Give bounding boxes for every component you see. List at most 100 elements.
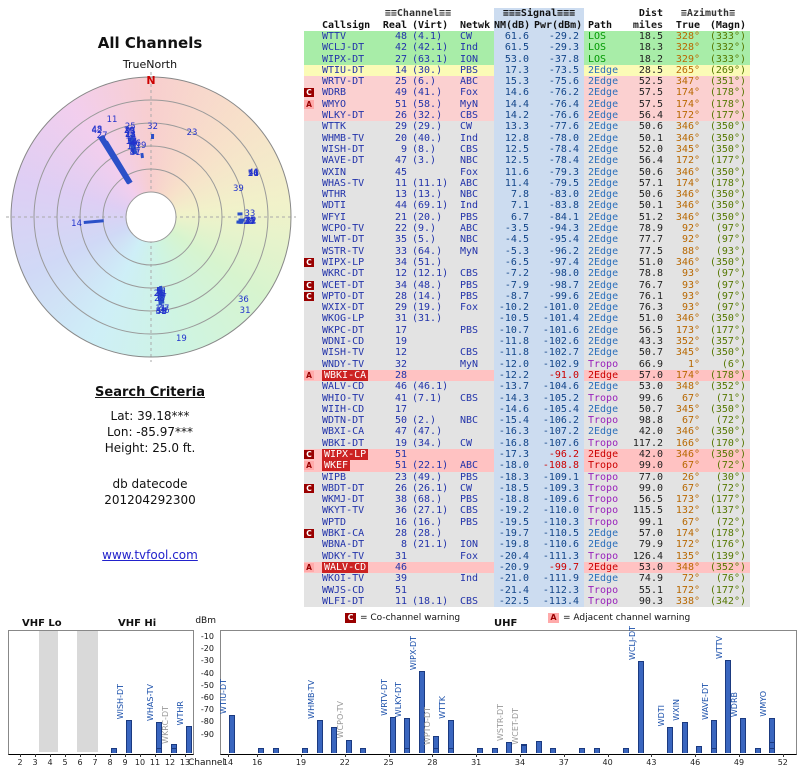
network-cell: PBS xyxy=(460,494,479,506)
callsign-cell[interactable]: WKYT-TV xyxy=(322,505,365,517)
callsign-cell[interactable]: WPTD xyxy=(322,516,347,528)
callsign-cell[interactable]: WHIO-TV xyxy=(322,392,365,404)
magnetic-azimuth-cell: (350°) xyxy=(709,143,746,155)
callsign-cell[interactable]: WIPX-LP xyxy=(322,448,369,460)
callsign-cell[interactable]: WDKY-TV xyxy=(322,550,365,562)
callsign-cell[interactable]: WAVE-DT xyxy=(322,155,365,167)
magnetic-azimuth-cell: (72°) xyxy=(715,460,746,472)
callsign-cell[interactable]: WCLJ-DT xyxy=(322,42,365,54)
radar-channel-label: 51 xyxy=(156,287,167,298)
pwr-dbm-cell: -76.6 xyxy=(534,110,584,122)
callsign-cell[interactable]: WTHR xyxy=(322,189,347,201)
callsign-cell[interactable]: WBKI-CA xyxy=(322,528,365,540)
channel-tick-label: 10 xyxy=(134,758,146,767)
dbm-axis: -10 -20 -30 -40 -50 -60 -70 -80 -90 xyxy=(188,630,216,753)
callsign-cell[interactable]: WIPX-DT xyxy=(322,53,365,65)
tvfool-link[interactable]: www.tvfool.com xyxy=(102,548,198,562)
callsign-cell[interactable]: WDRB xyxy=(322,87,347,99)
magnetic-azimuth-cell: (76°) xyxy=(715,573,746,585)
true-azimuth-cell: 67° xyxy=(681,415,700,427)
warning-marker-cell xyxy=(304,65,320,76)
path-cell: LOS xyxy=(588,31,607,42)
network-cell: CBS xyxy=(460,347,479,359)
virtual-channel-cell: (4.1) xyxy=(412,31,443,42)
spectrum-bar xyxy=(433,735,440,753)
callsign-cell[interactable]: WKEF xyxy=(322,460,351,472)
callsign-cell[interactable]: WISH-DT xyxy=(322,143,365,155)
callsign-cell[interactable]: WCET-DT xyxy=(322,279,365,291)
callsign-cell[interactable]: WKMJ-DT xyxy=(322,494,365,506)
magnetic-azimuth-cell: (139°) xyxy=(709,550,746,562)
pwr-dbm-cell: -96.2 xyxy=(534,245,584,257)
callsign-cell[interactable]: WBKI-DT xyxy=(322,437,365,449)
callsign-cell[interactable]: WIPX-LP xyxy=(322,256,365,268)
callsign-cell[interactable]: WFYI xyxy=(322,211,347,223)
callsign-cell[interactable]: WLKY-DT xyxy=(322,110,365,122)
callsign-cell[interactable]: WKRC-DT xyxy=(322,268,365,280)
callsign-cell[interactable]: WBNA-DT xyxy=(322,539,365,551)
callsign-cell[interactable]: WIPB xyxy=(322,471,347,483)
magnetic-azimuth-cell: (178°) xyxy=(709,87,746,99)
table-row: WTHR 13 (13.) NBC 7.8 -83.0 2Edge 50.6 346° (350°… xyxy=(304,189,750,201)
virtual-channel-cell: (64.) xyxy=(412,245,443,257)
pwr-dbm-cell: -84.1 xyxy=(534,211,584,224)
table-row: WXIX-DT 29 (19.) Fox -10.2 -101.0 2Edge 76.3 93°… xyxy=(304,302,750,314)
callsign-cell[interactable]: WHAS-TV xyxy=(322,177,365,189)
magnetic-azimuth-cell: (72°) xyxy=(715,415,746,427)
callsign-cell[interactable]: WHMB-TV xyxy=(322,132,365,144)
pwr-dbm-cell: -99.6 xyxy=(534,290,584,303)
callsign-cell[interactable]: WDTI xyxy=(322,200,347,212)
spectrum-bar xyxy=(156,748,162,753)
magnetic-azimuth-cell: (97°) xyxy=(715,234,746,246)
station-label: WMYO xyxy=(759,691,769,717)
callsign-cell[interactable]: WLFI-DT xyxy=(322,595,365,607)
callsign-cell[interactable]: WKOG-LP xyxy=(322,313,365,325)
callsign-cell[interactable]: WWJS-CD xyxy=(322,584,365,596)
path-cell: 2Edge xyxy=(588,448,619,460)
magnetic-azimuth-cell: (351°) xyxy=(709,76,746,88)
callsign-cell[interactable]: WDNI-CD xyxy=(322,336,365,348)
callsign-cell[interactable]: WBXI-CA xyxy=(322,426,365,438)
callsign-cell[interactable]: WIIH-CD xyxy=(322,403,365,415)
callsign-cell[interactable]: WBDT-DT xyxy=(322,482,365,494)
callsign-cell[interactable]: WNDY-TV xyxy=(322,358,365,370)
callsign-cell[interactable]: WCPO-TV xyxy=(322,223,365,235)
virtual-channel-cell: (18.1) xyxy=(412,595,449,607)
callsign-cell[interactable]: WLWT-DT xyxy=(322,234,365,246)
callsign-cell[interactable]: WMYO xyxy=(322,98,347,110)
real-channel-cell: 29 xyxy=(394,121,407,133)
callsign-cell[interactable]: WKPC-DT xyxy=(322,324,365,336)
callsign-cell[interactable]: WPTO-DT xyxy=(322,290,365,302)
warning-marker-cell xyxy=(304,200,320,211)
callsign-cell[interactable]: WBKI-CA xyxy=(322,369,369,381)
callsign-cell[interactable]: WSTR-TV xyxy=(322,245,365,257)
callsign-cell[interactable]: WISH-TV xyxy=(322,347,365,359)
path-cell: 2Edge xyxy=(588,324,619,336)
callsign-cell[interactable]: WKOI-TV xyxy=(322,573,365,585)
real-channel-cell: 13 xyxy=(394,189,407,201)
callsign-cell[interactable]: WTTK xyxy=(322,121,347,133)
magnetic-azimuth-cell: (177°) xyxy=(709,110,746,122)
netwk-header: Netwk xyxy=(460,19,491,31)
radar-channel-label: 19 xyxy=(175,334,187,344)
real-channel-cell: 36 xyxy=(394,505,407,517)
callsign-cell[interactable]: WXIX-DT xyxy=(322,302,365,314)
callsign-cell[interactable]: WALV-CD xyxy=(322,561,369,573)
table-row: A WMYO 51 (58.) MyN 14.4 -76.4 2Edge 57.5 174° (17… xyxy=(304,98,750,111)
nm-db-cell: -10.2 xyxy=(494,302,534,314)
magnetic-azimuth-cell: (350°) xyxy=(709,121,746,133)
callsign-cell[interactable]: WTTV xyxy=(322,31,347,42)
callsign-cell[interactable]: WTIU-DT xyxy=(322,64,365,76)
radar-channel-label: 29 xyxy=(243,217,255,228)
pwr-dbm-cell: -29.3 xyxy=(534,42,584,54)
radar-channel-label: 42 xyxy=(91,125,103,136)
distance-cell: 57.1 xyxy=(638,177,663,189)
spectrum-bar xyxy=(229,714,235,753)
callsign-cell[interactable]: WALV-CD xyxy=(322,381,365,393)
signal-group-header: ≡≡≡Signal≡≡≡ xyxy=(494,8,584,20)
table-row: WIIH-CD 17 -14.6 -105.4 2Edge 50.7 345° (350°) xyxy=(304,403,750,416)
nm-db-cell: -3.5 xyxy=(494,223,534,235)
callsign-cell[interactable]: WXIN xyxy=(322,166,347,178)
callsign-cell[interactable]: WRTV-DT xyxy=(322,76,365,88)
callsign-cell[interactable]: WDTN-DT xyxy=(322,415,365,427)
